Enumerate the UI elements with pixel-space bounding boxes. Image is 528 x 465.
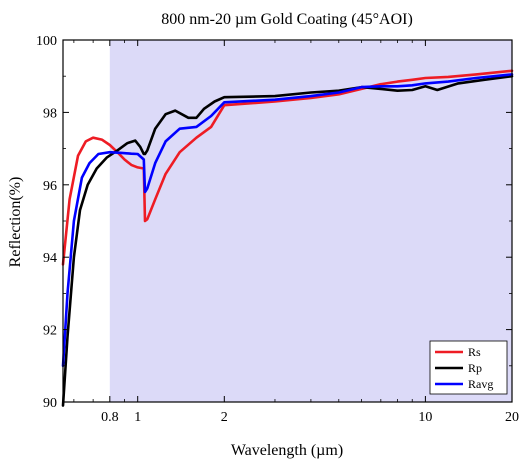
- legend-items: Rs Rp Ravg: [435, 345, 493, 391]
- y-tick-label: 94: [43, 251, 57, 266]
- ticks-layer: [63, 39, 513, 403]
- legend-label-rp: Rp: [468, 361, 482, 375]
- x-tick-label: 2: [221, 410, 228, 425]
- series-line-rp: [61, 74, 514, 407]
- y-tick-label: 90: [43, 396, 57, 411]
- x-tick-label: 10: [418, 410, 432, 425]
- y-axis-title: Reflection(%): [7, 177, 24, 268]
- tick-labels-layer: 0.8 1 2 10 20 90 92 94 96 98 100: [36, 34, 519, 425]
- chart-title: 800 nm-20 µm Gold Coating (45°AOI): [161, 11, 413, 28]
- legend-label-ravg: Ravg: [468, 377, 493, 391]
- series-line-ravg: [61, 73, 514, 368]
- legend: Rs Rp Ravg: [429, 340, 508, 395]
- x-axis-title: Wavelength (µm): [231, 442, 343, 459]
- series-layer: [61, 69, 514, 407]
- x-tick-label: 1: [134, 410, 141, 425]
- y-tick-label: 98: [43, 106, 57, 121]
- legend-label-rs: Rs: [468, 345, 481, 359]
- y-tick-label: 96: [43, 179, 57, 194]
- x-tick-label: 0.8: [101, 410, 119, 425]
- y-tick-label: 100: [36, 34, 57, 49]
- series-line-rs: [61, 69, 514, 266]
- y-tick-label: 92: [43, 324, 57, 339]
- x-tick-label: 20: [505, 410, 519, 425]
